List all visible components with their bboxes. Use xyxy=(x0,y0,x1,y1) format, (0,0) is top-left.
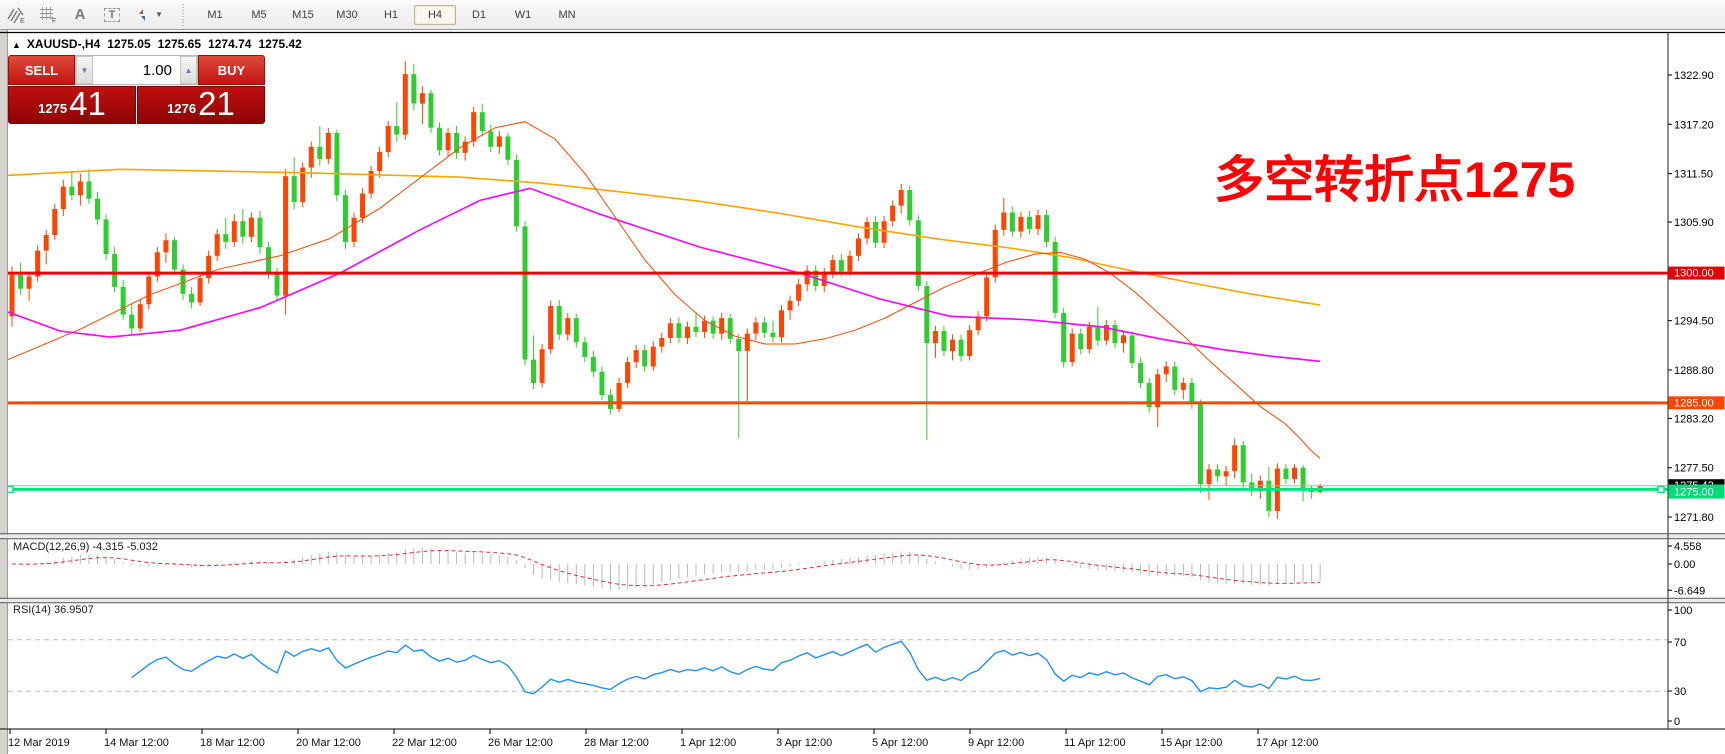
buy-price-small: 1276 xyxy=(167,101,197,116)
time-axis-label[interactable]: 3 Apr 12:00 xyxy=(776,737,832,749)
text-tool-icon[interactable]: A xyxy=(74,6,86,23)
timeframe-H4[interactable]: H4 xyxy=(414,4,456,25)
hline-1300-badge xyxy=(1668,266,1725,280)
ma-slow-orange xyxy=(8,168,1321,306)
quote-high: 1275.65 xyxy=(157,37,202,51)
time-axis-label[interactable]: 5 Apr 12:00 xyxy=(872,737,928,749)
time-axis-label[interactable]: 22 Mar 12:00 xyxy=(392,737,457,749)
sell-price-display[interactable]: 1275 41 xyxy=(8,86,136,124)
timeframe-H1[interactable]: H1 xyxy=(383,8,399,21)
toolbar-separator xyxy=(180,3,187,26)
time-axis-label[interactable]: 1 Apr 12:00 xyxy=(680,737,736,749)
time-axis-label[interactable]: 14 Mar 12:00 xyxy=(104,737,169,749)
chevron-down-icon: ▼ xyxy=(155,10,163,19)
macd-indicator-label: MACD(12,26,9) -4.315 -5.032 xyxy=(13,541,158,553)
timeframe-W1[interactable]: W1 xyxy=(514,8,532,21)
sell-button[interactable]: SELL xyxy=(8,55,75,85)
price-axis-label: 1305.90 xyxy=(1674,217,1714,229)
hline-1285-badge-label: 1285.00 xyxy=(1674,397,1714,409)
hline-1275-badge-label: 1275.00 xyxy=(1674,487,1714,499)
buy-button[interactable]: BUY xyxy=(198,55,265,85)
rsi-axis-label: 70 xyxy=(1674,637,1686,649)
window-left-strip xyxy=(0,30,7,754)
time-axis-label[interactable]: 11 Apr 12:00 xyxy=(1064,737,1126,749)
hline-1275-handle[interactable] xyxy=(7,485,14,494)
time-axis-label[interactable]: 28 Mar 12:00 xyxy=(584,737,649,749)
hline-1300-badge-label: 1300.00 xyxy=(1674,268,1714,280)
collapse-trade-panel-icon[interactable]: ▲ xyxy=(12,40,21,50)
volume-input[interactable] xyxy=(93,56,180,84)
chart-background xyxy=(0,30,1725,754)
rsi-axis-label: 100 xyxy=(1674,605,1692,617)
macd-signal-line xyxy=(11,550,1321,587)
one-click-trade-panel: SELL ▼ ▲ BUY 1275 41 1276 21 xyxy=(8,55,265,124)
svg-text:F: F xyxy=(52,18,56,24)
ma-fast-orangered xyxy=(8,121,1321,459)
hline-1275-badge xyxy=(1668,484,1725,499)
timeframe-M30[interactable]: M30 xyxy=(336,8,358,21)
price-axis-label: 1283.20 xyxy=(1674,413,1714,425)
timeframe-MN[interactable]: MN xyxy=(558,8,576,21)
price-axis-label: 1294.50 xyxy=(1674,316,1714,328)
rsi-axis-label: 30 xyxy=(1674,686,1686,698)
timeframe-D1[interactable]: D1 xyxy=(471,8,487,21)
quote-open: 1275.05 xyxy=(107,37,151,51)
rsi-axis-label: 0 xyxy=(1674,716,1680,728)
quote-low: 1274.74 xyxy=(208,37,252,51)
macd-axis-label: 0.00 xyxy=(1674,559,1695,571)
macd-axis-label: -6.649 xyxy=(1674,585,1705,597)
price-axis-label: 1288.80 xyxy=(1674,365,1714,377)
time-axis-label[interactable]: 17 Apr 12:00 xyxy=(1256,737,1318,749)
time-axis-label[interactable]: 26 Mar 12:00 xyxy=(488,737,553,749)
hline-1285-badge xyxy=(1668,396,1725,410)
macd-pane xyxy=(11,547,1321,590)
price-axis-label: 1322.90 xyxy=(1674,70,1714,82)
timeframe-M5[interactable]: M5 xyxy=(251,8,267,21)
timeframe-M1[interactable]: M1 xyxy=(207,8,223,21)
indicators-icon[interactable]: E xyxy=(1,3,31,27)
timeframe-M15[interactable]: M15 xyxy=(292,8,314,21)
macd-axis-label: 4.558 xyxy=(1674,541,1702,553)
price-axis-label: 1311.50 xyxy=(1674,169,1713,181)
grid-icon[interactable]: F xyxy=(33,3,63,27)
rsi-pane xyxy=(8,639,1668,695)
ma-mid-magenta xyxy=(8,187,1321,363)
volume-up-button[interactable]: ▲ xyxy=(180,56,197,84)
time-axis-label[interactable]: 15 Apr 12:00 xyxy=(1160,737,1222,749)
symbol-period-label: XAUUSD-,H4 xyxy=(26,37,101,51)
chart-annotation-text: 多空转折点1275 xyxy=(1214,152,1576,208)
time-axis-label[interactable]: 20 Mar 12:00 xyxy=(296,737,361,749)
timeframe-bar: M1 M5 M15 M30 H1 H4 D1 W1 MN xyxy=(193,4,589,25)
price-axis-label: 1317.20 xyxy=(1674,119,1714,131)
svg-text:E: E xyxy=(20,18,25,24)
price-axis-label: 1271.80 xyxy=(1674,512,1714,524)
candlestick-series xyxy=(7,61,1668,519)
buy-price-big: 21 xyxy=(198,85,235,122)
price-axis-label: 1277.50 xyxy=(1674,463,1714,475)
objects-arrows-icon[interactable]: ▼ xyxy=(129,3,169,27)
rsi-line xyxy=(131,640,1321,695)
label-tool-icon[interactable]: T xyxy=(97,3,127,27)
time-axis-label[interactable]: 18 Mar 12:00 xyxy=(200,737,265,749)
sell-price-small: 1275 xyxy=(38,101,68,116)
sell-price-big: 41 xyxy=(69,85,106,122)
buy-price-display[interactable]: 1276 21 xyxy=(137,86,265,124)
hline-1275-handle[interactable] xyxy=(1657,485,1665,494)
time-axis-label[interactable]: 9 Apr 12:00 xyxy=(968,737,1024,749)
rsi-indicator-label: RSI(14) 36.9507 xyxy=(13,604,94,616)
quote-close: 1275.42 xyxy=(258,37,302,51)
toolbar: E F A T ▼ M1 M5 M15 M30 H1 H4 D1 W1 MN xyxy=(0,0,1725,30)
volume-down-button[interactable]: ▼ xyxy=(76,56,93,84)
chart-header: ▲ XAUUSD-,H4 1275.05 1275.65 1274.74 1275.42 xyxy=(12,37,302,51)
time-axis-label[interactable]: 12 Mar 2019 xyxy=(8,737,70,749)
